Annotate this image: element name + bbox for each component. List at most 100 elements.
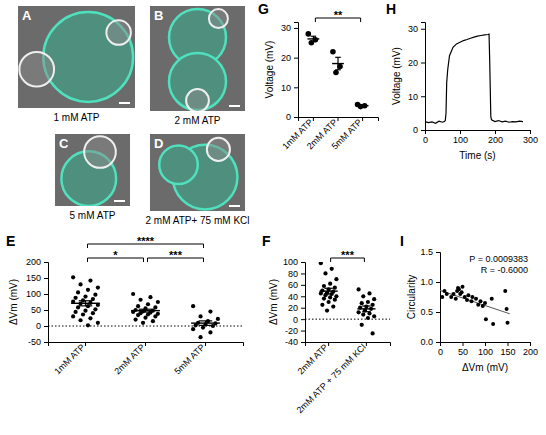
tick-mark <box>436 312 440 313</box>
chart-panel: -40-200204060801002mM ATP2mM ATP + 75 mM… <box>262 233 391 415</box>
tick-label: 50 <box>458 347 468 357</box>
error-bar <box>366 306 367 312</box>
error-cap <box>311 36 317 37</box>
data-point <box>211 324 215 328</box>
data-point <box>490 297 494 301</box>
data-point <box>356 287 360 291</box>
tick-mark <box>313 117 314 121</box>
data-point <box>151 319 155 323</box>
small-vesicle <box>84 136 116 168</box>
tick-label: 5mM ATP <box>172 342 207 377</box>
data-point <box>156 300 160 304</box>
chart-panel: 01020301mM ATP2mM ATP5mM ATP**GVoltage (… <box>258 1 379 152</box>
data-point <box>360 323 364 327</box>
small-vesicle <box>19 52 54 87</box>
error-cap <box>335 57 341 58</box>
image-background <box>150 6 245 111</box>
data-point <box>153 314 157 318</box>
chart-panel: -500501001502001mM ATP2mM ATP5mM ATP****… <box>6 233 244 377</box>
tick-mark <box>301 331 305 332</box>
data-line <box>425 34 523 123</box>
data-point <box>198 335 202 339</box>
error-bar <box>313 36 314 41</box>
axis-line <box>44 263 49 343</box>
x-axis-title: Time (s) <box>459 150 495 161</box>
tick: 2mM ATP + 75 mM KCl <box>295 342 368 415</box>
data-point <box>201 326 205 330</box>
significance-label: *** <box>169 249 183 261</box>
tick-label: 1.5 <box>420 247 433 257</box>
tick-mark <box>44 310 48 311</box>
mean-line <box>357 105 369 106</box>
data-point <box>454 297 458 301</box>
tick-mark <box>44 326 48 327</box>
data-point <box>138 298 142 302</box>
axis-yticks: -40-20020406080100 <box>283 257 306 347</box>
tick-label: 20 <box>408 58 418 68</box>
error-cap <box>362 305 371 306</box>
data-point <box>216 317 220 321</box>
tick-label: 10 <box>281 83 291 93</box>
data-point <box>136 313 140 317</box>
tick-label: 1.0 <box>420 277 433 287</box>
data-point <box>360 301 364 305</box>
tick-label: 0 <box>438 347 443 357</box>
chart-panel: 0.00.51.01.5050100150200P = 0.0009383R =… <box>400 233 538 373</box>
image-background <box>150 134 245 211</box>
tick-mark <box>44 294 48 295</box>
tick-label: -50 <box>28 337 41 347</box>
data-point <box>371 303 375 307</box>
tick: 10 <box>281 83 298 93</box>
tick: 200 <box>488 130 503 145</box>
plot-marks <box>48 275 243 339</box>
error-cap <box>79 305 93 306</box>
tick-mark <box>301 273 305 274</box>
scale-bar <box>229 105 240 107</box>
image <box>150 134 245 211</box>
tick-label: 50 <box>31 305 41 315</box>
tick: 5mM ATP <box>172 342 207 377</box>
reference-line <box>305 319 390 320</box>
tick-mark <box>301 285 305 286</box>
tick: 40 <box>288 292 305 302</box>
data-point <box>445 292 449 296</box>
data-point <box>131 292 135 296</box>
annotation: P = 0.0009383 <box>469 254 528 264</box>
tick-label: 100 <box>26 289 41 299</box>
tick: 1.0 <box>420 277 440 287</box>
data-point <box>325 308 329 312</box>
plot-marks <box>440 285 510 326</box>
data-point <box>96 286 100 290</box>
error-cap <box>360 105 366 106</box>
figure: A1 mM ATPB2 mM ATPC5 mM ATPD2 mM ATP+ 75… <box>0 0 546 435</box>
data-point <box>319 291 323 295</box>
tick: 20 <box>408 58 425 68</box>
image <box>18 6 135 108</box>
data-point <box>83 309 87 313</box>
image-caption: 2 mM ATP <box>175 115 221 126</box>
axis-xticks: 0100200300 <box>423 130 538 145</box>
tick: 60 <box>288 280 305 290</box>
tick-mark <box>436 252 440 253</box>
data-point <box>372 314 376 318</box>
panel-letter: B <box>154 8 163 23</box>
tick: 100 <box>283 257 305 267</box>
tick-label: 100 <box>283 257 298 267</box>
y-axis-title: Circularity <box>406 275 417 319</box>
data-point <box>371 331 375 335</box>
small-vesicle <box>209 9 228 28</box>
tick-mark <box>44 262 48 263</box>
tick-label: 2mM ATP <box>295 342 330 377</box>
axis-line <box>426 131 531 135</box>
error-cap <box>199 320 213 321</box>
tick-mark <box>294 87 298 88</box>
data-point <box>457 287 461 291</box>
tick: 20 <box>281 53 298 63</box>
axis-x: 1mM ATP2mM ATP5mM ATP <box>49 342 244 377</box>
tick-label: 60 <box>288 280 298 290</box>
data-point <box>194 323 198 327</box>
tick-mark <box>421 63 425 64</box>
vesicle <box>159 146 198 185</box>
data-point <box>331 304 335 308</box>
error-bar <box>205 321 206 325</box>
